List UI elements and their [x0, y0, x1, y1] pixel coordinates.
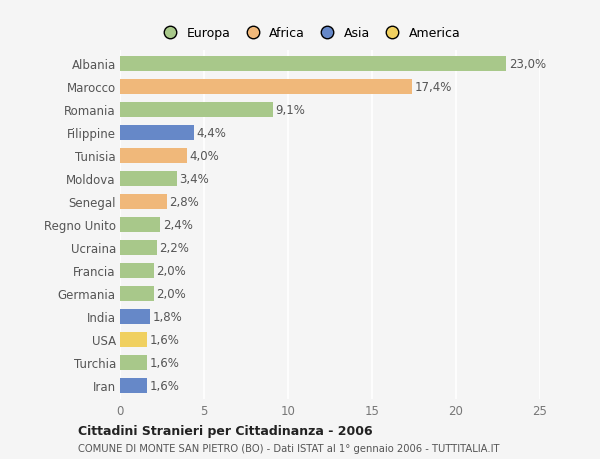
- Text: Cittadini Stranieri per Cittadinanza - 2006: Cittadini Stranieri per Cittadinanza - 2…: [78, 424, 373, 437]
- Bar: [120, 126, 194, 140]
- Text: 1,6%: 1,6%: [149, 379, 179, 392]
- Bar: [120, 218, 160, 232]
- Text: COMUNE DI MONTE SAN PIETRO (BO) - Dati ISTAT al 1° gennaio 2006 - TUTTITALIA.IT: COMUNE DI MONTE SAN PIETRO (BO) - Dati I…: [78, 443, 499, 453]
- Bar: [120, 172, 177, 186]
- Text: 23,0%: 23,0%: [509, 58, 546, 71]
- Text: 1,6%: 1,6%: [149, 333, 179, 346]
- Text: 4,0%: 4,0%: [190, 150, 220, 162]
- Bar: [120, 263, 154, 278]
- Text: 2,8%: 2,8%: [170, 196, 199, 208]
- Text: 1,8%: 1,8%: [153, 310, 182, 323]
- Text: 17,4%: 17,4%: [415, 81, 452, 94]
- Text: 3,4%: 3,4%: [179, 173, 209, 185]
- Bar: [120, 57, 506, 72]
- Bar: [120, 355, 147, 370]
- Bar: [120, 378, 147, 393]
- Text: 2,2%: 2,2%: [160, 241, 190, 254]
- Text: 2,0%: 2,0%: [156, 287, 186, 300]
- Bar: [120, 195, 167, 209]
- Bar: [120, 309, 150, 324]
- Bar: [120, 332, 147, 347]
- Bar: [120, 241, 157, 255]
- Text: 2,4%: 2,4%: [163, 218, 193, 231]
- Bar: [120, 286, 154, 301]
- Text: 4,4%: 4,4%: [196, 127, 226, 140]
- Legend: Europa, Africa, Asia, America: Europa, Africa, Asia, America: [152, 22, 466, 45]
- Text: 9,1%: 9,1%: [275, 104, 305, 117]
- Text: 2,0%: 2,0%: [156, 264, 186, 277]
- Text: 1,6%: 1,6%: [149, 356, 179, 369]
- Bar: [120, 149, 187, 163]
- Bar: [120, 80, 412, 95]
- Bar: [120, 103, 273, 118]
